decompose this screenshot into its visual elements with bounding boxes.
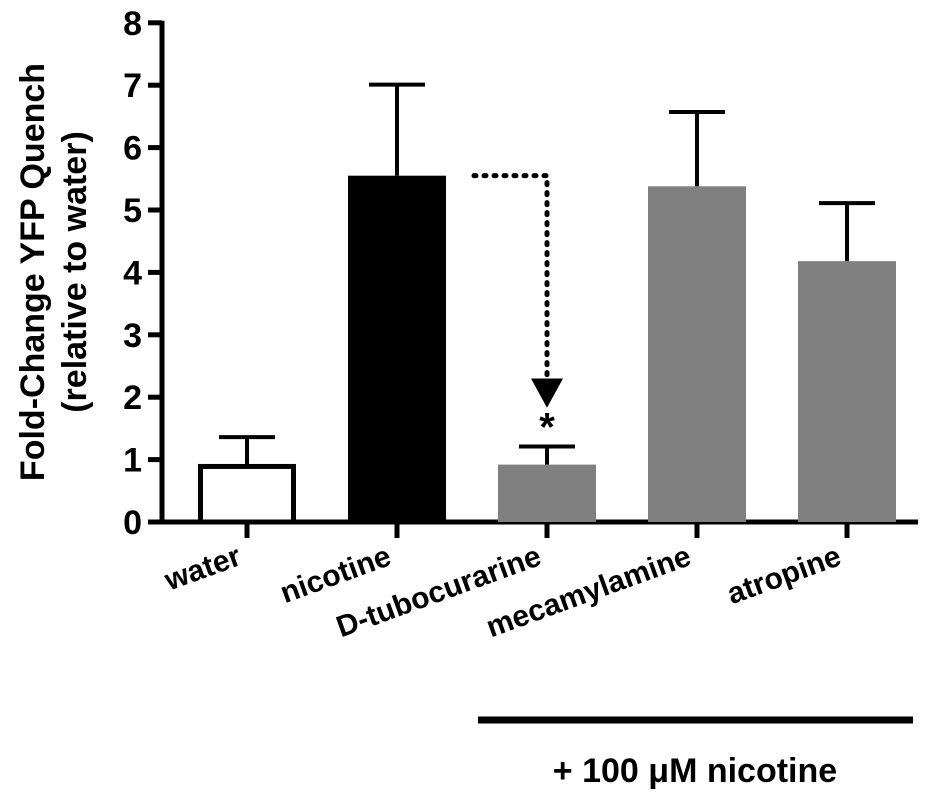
y-axis-label: Fold-Change YFP Quench (relative to water… [14, 63, 94, 481]
bars [198, 82, 896, 525]
y-tick-label: 5 [123, 192, 142, 230]
x-tick-label: atropine [723, 540, 846, 611]
y-tick-label: 4 [123, 254, 142, 292]
annotations: * + 100 μM nicotine [471, 173, 913, 790]
significance-marker: * [539, 405, 555, 449]
arrow-head-icon [531, 378, 563, 408]
bar [198, 463, 296, 525]
y-tick-label: 2 [123, 379, 142, 417]
y-tick-label: 1 [123, 442, 142, 480]
group-label: + 100 μM nicotine [553, 752, 837, 790]
x-tick-label: water [160, 539, 246, 597]
bar [648, 186, 746, 522]
y-axis-label-line: Fold-Change YFP Quench [14, 63, 52, 481]
y-tick-label: 7 [123, 67, 142, 105]
bar [798, 261, 896, 522]
bar [348, 175, 446, 522]
y-tick-label: 6 [123, 130, 142, 168]
y-tick-label: 3 [123, 317, 142, 355]
y-axis-label-line: (relative to water) [56, 131, 94, 413]
dotted-arrow-line [471, 173, 550, 388]
y-tick-label: 8 [123, 5, 142, 43]
y-axis: 0 1 2 3 4 5 6 7 8 [123, 5, 165, 542]
y-tick-label: 0 [123, 504, 142, 542]
bar [498, 464, 596, 522]
